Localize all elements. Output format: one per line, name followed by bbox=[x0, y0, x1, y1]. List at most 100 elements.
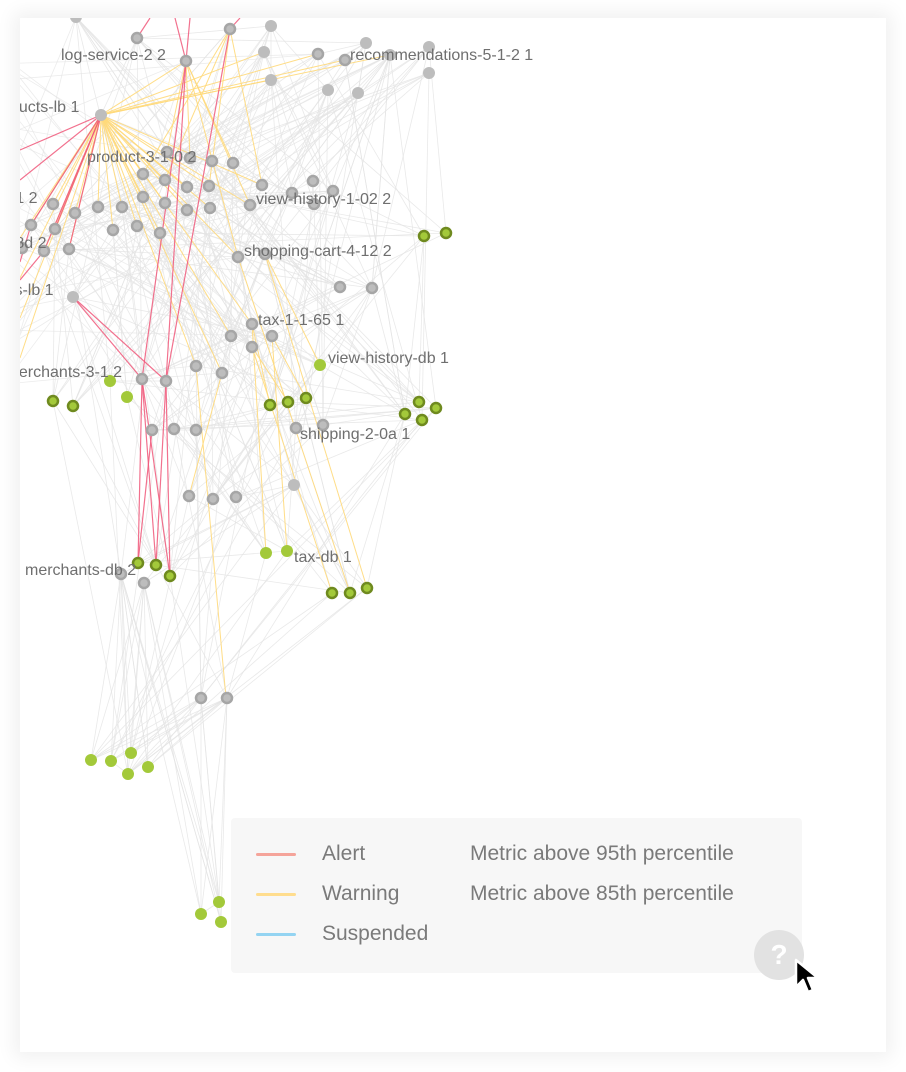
database-node[interactable] bbox=[105, 755, 117, 767]
service-node[interactable] bbox=[423, 41, 435, 53]
database-node[interactable] bbox=[398, 407, 412, 421]
database-node[interactable] bbox=[343, 586, 357, 600]
database-node[interactable] bbox=[125, 747, 137, 759]
service-node[interactable] bbox=[311, 47, 325, 61]
service-node[interactable] bbox=[285, 186, 299, 200]
database-node[interactable] bbox=[213, 896, 225, 908]
database-node[interactable] bbox=[46, 394, 60, 408]
service-node[interactable] bbox=[224, 329, 238, 343]
service-node[interactable] bbox=[365, 281, 379, 295]
database-node[interactable] bbox=[142, 761, 154, 773]
service-node[interactable] bbox=[322, 84, 334, 96]
service-node[interactable] bbox=[183, 151, 197, 165]
service-node[interactable] bbox=[180, 203, 194, 217]
database-node[interactable] bbox=[149, 558, 163, 572]
database-node[interactable] bbox=[122, 768, 134, 780]
service-node[interactable] bbox=[180, 180, 194, 194]
service-node[interactable] bbox=[37, 244, 51, 258]
service-node[interactable] bbox=[145, 423, 159, 437]
service-node[interactable] bbox=[352, 87, 364, 99]
service-node[interactable] bbox=[307, 197, 321, 211]
service-node[interactable] bbox=[265, 329, 279, 343]
service-node[interactable] bbox=[46, 197, 60, 211]
database-node[interactable] bbox=[121, 391, 133, 403]
service-node[interactable] bbox=[360, 37, 372, 49]
service-node[interactable] bbox=[338, 53, 352, 67]
service-node[interactable] bbox=[289, 421, 303, 435]
service-node[interactable] bbox=[288, 479, 300, 491]
service-node[interactable] bbox=[153, 226, 167, 240]
service-node[interactable] bbox=[194, 691, 208, 705]
service-node[interactable] bbox=[203, 201, 217, 215]
service-node[interactable] bbox=[202, 179, 216, 193]
service-node[interactable] bbox=[68, 206, 82, 220]
service-node[interactable] bbox=[384, 49, 396, 61]
service-node[interactable] bbox=[136, 190, 150, 204]
database-node[interactable] bbox=[429, 401, 443, 415]
database-node[interactable] bbox=[66, 399, 80, 413]
service-node[interactable] bbox=[158, 173, 172, 187]
database-node[interactable] bbox=[314, 359, 326, 371]
service-node[interactable] bbox=[215, 366, 229, 380]
service-node[interactable] bbox=[226, 156, 240, 170]
service-node[interactable] bbox=[265, 74, 277, 86]
database-node[interactable] bbox=[299, 391, 313, 405]
database-node[interactable] bbox=[104, 375, 116, 387]
database-node[interactable] bbox=[281, 395, 295, 409]
service-node[interactable] bbox=[24, 218, 38, 232]
service-node[interactable] bbox=[95, 109, 107, 121]
database-node[interactable] bbox=[260, 547, 272, 559]
service-node[interactable] bbox=[130, 219, 144, 233]
service-node[interactable] bbox=[258, 46, 270, 58]
service-node[interactable] bbox=[229, 490, 243, 504]
service-node[interactable] bbox=[220, 691, 234, 705]
service-node[interactable] bbox=[189, 423, 203, 437]
service-node[interactable] bbox=[265, 20, 277, 32]
service-node[interactable] bbox=[205, 154, 219, 168]
database-node[interactable] bbox=[215, 916, 227, 928]
database-node[interactable] bbox=[325, 586, 339, 600]
service-node[interactable] bbox=[114, 567, 128, 581]
service-node[interactable] bbox=[258, 247, 272, 261]
service-node[interactable] bbox=[223, 22, 237, 36]
service-node[interactable] bbox=[136, 167, 150, 181]
service-node[interactable] bbox=[189, 359, 203, 373]
service-node[interactable] bbox=[245, 340, 259, 354]
database-node[interactable] bbox=[417, 229, 431, 243]
database-node[interactable] bbox=[195, 908, 207, 920]
database-node[interactable] bbox=[85, 754, 97, 766]
service-node[interactable] bbox=[182, 489, 196, 503]
service-node[interactable] bbox=[158, 196, 172, 210]
service-node[interactable] bbox=[255, 178, 269, 192]
service-node[interactable] bbox=[243, 198, 257, 212]
service-node[interactable] bbox=[206, 492, 220, 506]
database-node[interactable] bbox=[263, 398, 277, 412]
service-node[interactable] bbox=[245, 317, 259, 331]
service-topology-graph[interactable]: log-service-2 2 recommendations-5-1-2 1 du… bbox=[20, 18, 886, 1052]
database-node[interactable] bbox=[131, 556, 145, 570]
service-node[interactable] bbox=[91, 200, 105, 214]
service-node[interactable] bbox=[160, 145, 174, 159]
service-node[interactable] bbox=[167, 422, 181, 436]
service-node[interactable] bbox=[306, 174, 320, 188]
service-node[interactable] bbox=[423, 67, 435, 79]
service-node[interactable] bbox=[67, 291, 79, 303]
service-node[interactable] bbox=[333, 280, 347, 294]
service-node[interactable] bbox=[48, 222, 62, 236]
service-node[interactable] bbox=[106, 223, 120, 237]
database-node[interactable] bbox=[412, 395, 426, 409]
database-node[interactable] bbox=[439, 226, 453, 240]
service-node[interactable] bbox=[115, 200, 129, 214]
service-node[interactable] bbox=[20, 241, 29, 255]
service-node[interactable] bbox=[179, 54, 193, 68]
database-node[interactable] bbox=[360, 581, 374, 595]
service-node[interactable] bbox=[231, 250, 245, 264]
service-node[interactable] bbox=[326, 184, 340, 198]
service-node[interactable] bbox=[316, 418, 330, 432]
database-node[interactable] bbox=[281, 545, 293, 557]
database-node[interactable] bbox=[163, 569, 177, 583]
service-node[interactable] bbox=[159, 374, 173, 388]
service-node[interactable] bbox=[62, 242, 76, 256]
service-node[interactable] bbox=[70, 18, 82, 23]
service-node[interactable] bbox=[137, 576, 151, 590]
